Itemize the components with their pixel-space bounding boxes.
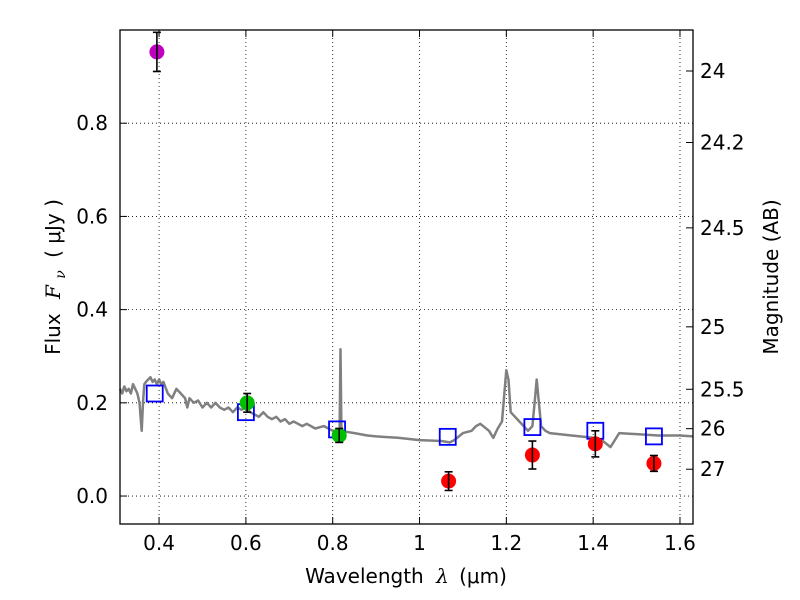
y-tick-label: 0.8 bbox=[76, 111, 108, 135]
y-tick-label: 0.0 bbox=[76, 484, 108, 508]
y2-tick-label: 26 bbox=[700, 417, 725, 441]
plot-frame bbox=[119, 29, 694, 525]
x-axis-title: Wavelength λ (μm) bbox=[305, 564, 507, 588]
grid-lines bbox=[120, 30, 693, 524]
model-square-marker bbox=[645, 427, 663, 446]
y2-tick-label: 27 bbox=[700, 457, 725, 481]
model-square-marker bbox=[523, 418, 542, 436]
y-tick-label: 0.6 bbox=[76, 204, 108, 228]
x-tick-label: 0.4 bbox=[143, 531, 175, 555]
x-tick-label: 1.6 bbox=[664, 531, 696, 555]
y2-tick-label: 25.5 bbox=[700, 377, 745, 401]
model-square-marker bbox=[145, 384, 164, 403]
x-tick-label: 1.2 bbox=[490, 531, 522, 555]
axis-ticks: 0.4 0.6 0.8 1 1.2 1.4 1.6 0.0 0.2 0.4 0.6 0.8 24 24.2… bbox=[76, 30, 745, 555]
x-tick-label: 1 bbox=[413, 531, 426, 555]
model-square-marker bbox=[438, 427, 457, 446]
y2-tick-label: 24.2 bbox=[700, 131, 745, 155]
model-spectrum-line bbox=[118, 347, 694, 449]
y2-axis-title: Magnitude (AB) bbox=[759, 199, 783, 354]
x-tick-label: 1.4 bbox=[577, 531, 609, 555]
y-tick-label: 0.2 bbox=[76, 391, 108, 415]
observed-points-layer bbox=[149, 31, 662, 492]
y2-tick-label: 25 bbox=[700, 315, 725, 339]
x-tick-label: 0.8 bbox=[317, 531, 349, 555]
y2-tick-label: 24.5 bbox=[700, 216, 745, 240]
y-axis-title: Flux F ν ( μJy ) bbox=[41, 199, 70, 355]
model-spectrum-layer bbox=[118, 347, 694, 449]
y-tick-label: 0.4 bbox=[76, 298, 108, 322]
x-tick-label: 0.6 bbox=[230, 531, 262, 555]
y2-tick-label: 24 bbox=[700, 59, 725, 83]
